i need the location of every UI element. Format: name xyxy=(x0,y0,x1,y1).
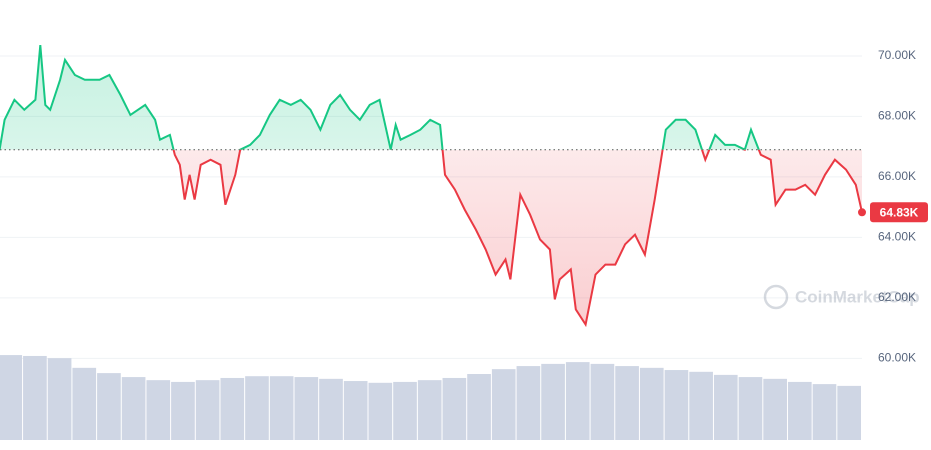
last-point xyxy=(858,208,866,217)
price-tag-label: 64.83K xyxy=(880,205,919,219)
volume-bar xyxy=(319,378,343,440)
volume-bar xyxy=(467,374,491,440)
volume-bar xyxy=(615,366,639,440)
volume-bar xyxy=(343,381,368,440)
volume-bar xyxy=(639,367,664,440)
volume-bar xyxy=(97,373,121,440)
volume-bar xyxy=(541,363,565,440)
y-tick-label: 68.00K xyxy=(878,109,916,123)
volume-bar xyxy=(0,355,23,440)
price-tag xyxy=(870,202,928,223)
volume-bar xyxy=(23,355,47,440)
volume-bar xyxy=(47,358,72,440)
price-line-down xyxy=(0,149,863,328)
volume-bar xyxy=(713,374,738,440)
volume-bar xyxy=(294,377,319,440)
volume-bar xyxy=(812,384,837,440)
watermark: CoinMarketCap xyxy=(763,284,920,310)
volume-bar xyxy=(787,381,812,440)
volume-bar xyxy=(245,376,269,440)
volume-bar xyxy=(664,370,689,440)
watermark-text: CoinMarketCap xyxy=(795,287,920,306)
volume-bar xyxy=(738,377,763,440)
volume-bar xyxy=(491,369,516,440)
volume-bar xyxy=(171,381,195,440)
volume-bar xyxy=(417,380,442,440)
y-tick-label: 66.00K xyxy=(878,169,916,183)
y-tick-label: 62.00K xyxy=(878,290,916,304)
volume-bar xyxy=(516,366,541,440)
volume-bar xyxy=(146,380,171,440)
volume-bar xyxy=(763,378,787,440)
watermark-logo xyxy=(763,284,789,310)
volume-bar xyxy=(837,385,861,440)
volume-bar xyxy=(72,367,97,440)
volume-bar xyxy=(565,362,590,440)
volume-bar xyxy=(121,377,146,440)
volume-bar xyxy=(195,380,220,440)
volume-bar xyxy=(368,382,393,440)
price-line-up xyxy=(0,45,760,150)
volume-bar xyxy=(442,377,467,440)
y-tick-label: 60.00K xyxy=(878,351,916,365)
volume-bar xyxy=(590,363,615,440)
volume-bar xyxy=(269,376,294,440)
volume-bar xyxy=(220,377,245,440)
area-down xyxy=(0,149,862,325)
y-tick-label: 70.00K xyxy=(878,48,916,62)
y-tick-label: 64.00K xyxy=(878,230,916,244)
volume-bar xyxy=(393,381,417,440)
area-up xyxy=(0,45,759,150)
volume-bar xyxy=(689,371,713,440)
